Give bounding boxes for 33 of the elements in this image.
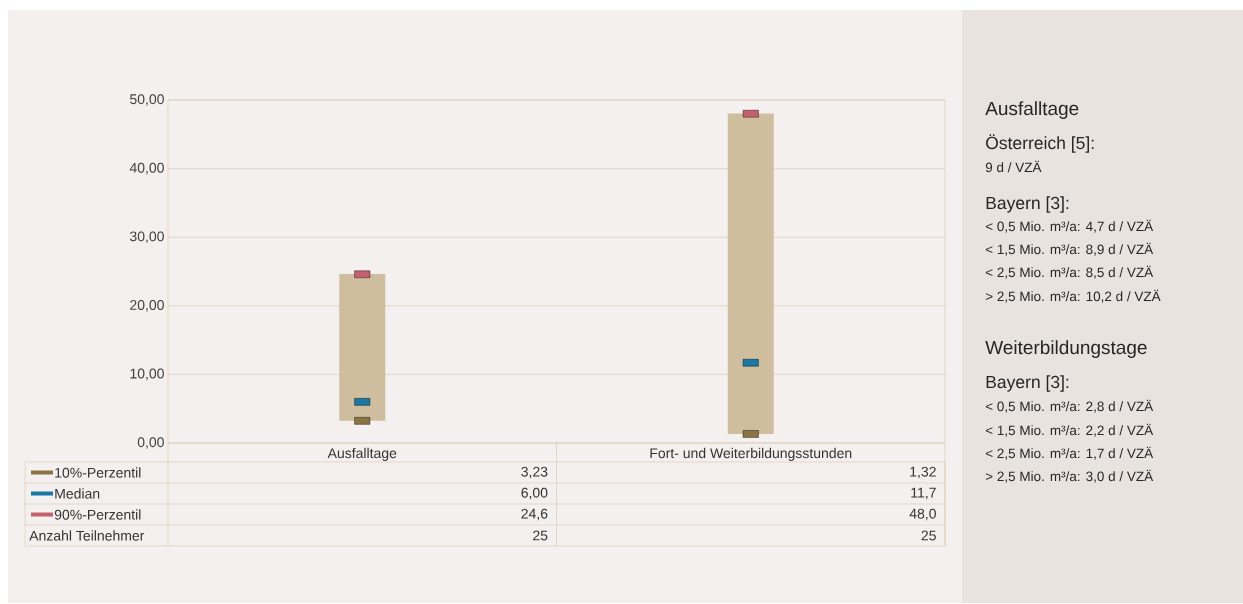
legend-label: Median bbox=[55, 488, 100, 499]
text: Anzahl Teilnehmer bbox=[29, 530, 145, 541]
legend-label: 90%-Perzentil bbox=[54, 509, 141, 520]
text: < 2,5 Mio. m³/a: 8,5 d / VZÄ bbox=[985, 265, 1154, 279]
text: < 0,5 Mio. m³/a: 2,8 d / VZÄ bbox=[985, 399, 1154, 413]
text: Ausfalltage bbox=[985, 101, 1079, 119]
y-tick-label: 40,00 bbox=[129, 162, 164, 175]
text: Bayern [3]: bbox=[986, 196, 1069, 213]
legend-label: 10%-Perzentil bbox=[55, 467, 141, 478]
text: Weiterbildungstage bbox=[985, 340, 1147, 358]
text: > 2,5 Mio. m³/a: 3,0 d / VZÄ bbox=[985, 469, 1154, 483]
text: < 1,5 Mio. m³/a: 8,9 d / VZÄ bbox=[985, 242, 1154, 256]
y-tick-label: 50,00 bbox=[130, 94, 164, 106]
text: < 2,5 Mio. m³/a: 1,7 d / VZÄ bbox=[985, 446, 1154, 460]
data-label: 1,32 bbox=[910, 466, 936, 479]
text: < 0,5 Mio. m³/a: 4,7 d / VZÄ bbox=[985, 219, 1154, 233]
data-label: 11,7 bbox=[911, 487, 936, 500]
y-tick-label: 10,00 bbox=[130, 368, 164, 381]
data-label: 24,6 bbox=[521, 508, 548, 521]
text: 25 bbox=[921, 530, 936, 541]
y-tick-label: 20,00 bbox=[130, 300, 164, 312]
data-label: 3,23 bbox=[521, 466, 548, 479]
text: < 1,5 Mio. m³/a: 2,2 d / VZÄ bbox=[985, 423, 1154, 437]
text: 9 d / VZÄ bbox=[985, 160, 1042, 173]
text: 25 bbox=[533, 530, 548, 541]
x-tick-label: Fort- und Weiterbildungsstunden bbox=[650, 447, 852, 461]
y-tick-label: 0,00 bbox=[137, 437, 164, 449]
text: > 2,5 Mio. m³/a: 10,2 d / VZÄ bbox=[985, 289, 1161, 303]
y-tick-label: 30,00 bbox=[129, 231, 164, 243]
data-label: 6,00 bbox=[521, 487, 548, 500]
text: Bayern [3]: bbox=[986, 375, 1069, 392]
text: Österreich [5]: bbox=[986, 134, 1094, 153]
data-label: 48,0 bbox=[909, 508, 936, 521]
